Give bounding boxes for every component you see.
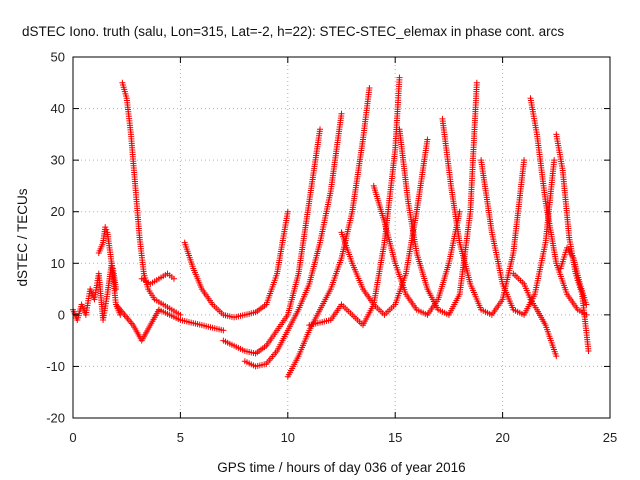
plot-frame: [72, 56, 611, 419]
data-point: [424, 136, 431, 143]
x-tick-label: 0: [69, 430, 76, 445]
data-point: [366, 84, 373, 91]
data-point: [553, 353, 560, 360]
series-arc-p: [527, 95, 590, 318]
data-point: [317, 126, 324, 133]
series-arc-e: [155, 306, 227, 334]
data-point: [170, 275, 177, 282]
y-tick-label: -20: [46, 411, 65, 426]
data-point: [521, 157, 528, 164]
series-arc-f: [220, 126, 324, 357]
x-axis-label: GPS time / hours of day 036 of year 2016: [217, 460, 465, 475]
y-tick-label: 10: [51, 256, 65, 271]
data-point: [110, 268, 117, 275]
series-arc-k: [370, 182, 463, 318]
data-point: [112, 286, 119, 293]
data-point: [284, 208, 291, 215]
chart-title: dSTEC Iono. truth (salu, Lon=315, Lat=-2…: [22, 24, 564, 39]
data-point: [177, 311, 184, 318]
x-tick-label: 25: [603, 430, 617, 445]
y-tick-label: -10: [46, 359, 65, 374]
data-point: [220, 327, 227, 334]
y-tick-label: 40: [51, 101, 65, 116]
series-arc-a: [119, 79, 184, 318]
data-point: [103, 226, 110, 233]
data-point: [473, 79, 480, 86]
data-series: [70, 74, 592, 380]
series-arc-h: [284, 84, 373, 380]
x-tick-label: 15: [388, 430, 402, 445]
data-point: [338, 110, 345, 117]
series-arc-early-noisy: [70, 260, 124, 324]
series-arc-r: [557, 244, 590, 308]
data-point: [109, 265, 116, 272]
series-arc-d: [181, 208, 291, 321]
data-point: [102, 224, 109, 231]
y-tick-label: 50: [51, 50, 65, 65]
data-point: [551, 157, 558, 164]
y-tick-label: 30: [51, 153, 65, 168]
y-tick-label: 0: [58, 307, 65, 322]
data-point: [583, 301, 590, 308]
axis-ticks: 0 5 10 15 20 25 -20 -10 0 10 20 30 40 50: [46, 50, 617, 446]
series-arc-b: [112, 301, 162, 344]
series-arc-early-peak: [95, 224, 119, 293]
x-tick-label: 10: [281, 430, 295, 445]
y-axis-label: dSTEC / TECUs: [15, 188, 30, 286]
x-tick-label: 5: [177, 430, 184, 445]
data-point: [585, 347, 592, 354]
data-point: [109, 262, 116, 269]
data-point: [396, 74, 403, 81]
series-arc-o: [510, 270, 560, 360]
series-arc-n: [478, 157, 558, 318]
data-point: [108, 260, 115, 267]
grid: [73, 57, 610, 418]
y-tick-label: 20: [51, 204, 65, 219]
series-arc-g: [241, 110, 345, 370]
series-arc-m: [439, 115, 528, 318]
series-arc-c: [138, 270, 177, 287]
x-tick-label: 20: [495, 430, 509, 445]
